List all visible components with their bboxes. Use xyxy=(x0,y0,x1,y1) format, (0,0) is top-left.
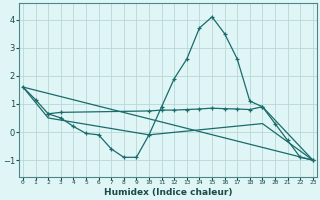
X-axis label: Humidex (Indice chaleur): Humidex (Indice chaleur) xyxy=(104,188,232,197)
